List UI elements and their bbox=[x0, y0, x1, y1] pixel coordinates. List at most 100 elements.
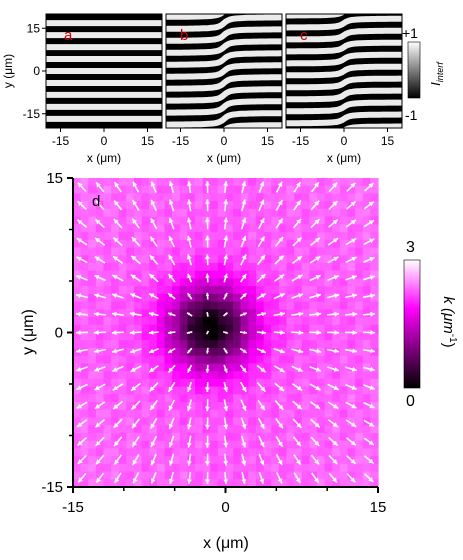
wavevector-arrow bbox=[328, 436, 339, 447]
heatmap-cell bbox=[217, 324, 227, 334]
heatmap-cell bbox=[271, 471, 280, 480]
wavevector-arrow bbox=[275, 199, 283, 211]
colorbar-interference-gradient bbox=[407, 41, 421, 99]
colorbar-k-title-sup: -1 bbox=[447, 334, 458, 343]
heatmap-cell bbox=[187, 216, 196, 225]
arrow-head bbox=[296, 441, 301, 447]
heatmap-cell bbox=[210, 402, 219, 411]
heatmap-cell bbox=[263, 355, 272, 364]
heatmap-cell bbox=[278, 278, 288, 287]
heatmap-cell bbox=[332, 286, 341, 295]
heatmap-cell bbox=[278, 247, 288, 256]
heatmap-cell bbox=[134, 440, 143, 449]
heatmap-cell bbox=[225, 409, 234, 419]
wavevector-arrow bbox=[273, 311, 286, 317]
wavevector-arrow bbox=[222, 311, 229, 317]
heatmap-cell bbox=[256, 247, 265, 256]
heatmap-cell bbox=[179, 332, 188, 341]
arrow-head bbox=[369, 238, 375, 244]
heatmap-cell bbox=[370, 216, 379, 225]
heatmap-cell bbox=[134, 208, 143, 218]
heatmap-cell bbox=[240, 417, 249, 426]
heatmap-cell bbox=[240, 432, 249, 442]
heatmap-cell bbox=[149, 417, 158, 426]
heatmap-cell bbox=[263, 371, 272, 380]
heatmap-cell bbox=[263, 278, 272, 287]
heatmap-cell bbox=[248, 417, 257, 426]
heatmap-cell bbox=[80, 208, 89, 218]
arrow-head bbox=[224, 293, 228, 297]
heatmap-cell bbox=[339, 201, 349, 210]
heatmap-cell bbox=[294, 201, 303, 210]
wavevector-arrow bbox=[149, 399, 158, 411]
wavevector-arrow bbox=[75, 330, 89, 335]
heatmap-cell bbox=[248, 347, 257, 357]
heatmap-cell bbox=[118, 208, 127, 218]
heatmap-cell bbox=[111, 417, 120, 426]
wavevector-arrow bbox=[186, 347, 193, 354]
heatmap-cell bbox=[202, 363, 211, 372]
arrow-head bbox=[368, 183, 374, 188]
heatmap-cell bbox=[134, 340, 143, 349]
heatmap-cell bbox=[172, 378, 181, 388]
heatmap-cell bbox=[225, 479, 234, 488]
heatmap-cell bbox=[103, 432, 112, 442]
heatmap-cell bbox=[103, 332, 112, 341]
heatmap-cell bbox=[286, 363, 295, 372]
wavevector-arrow bbox=[168, 217, 175, 230]
heatmap-cell bbox=[103, 402, 112, 411]
heatmap-cell bbox=[156, 193, 166, 202]
heatmap-cell bbox=[118, 355, 127, 364]
arrow-head bbox=[296, 256, 302, 261]
heatmap-cell bbox=[111, 386, 120, 395]
heatmap-cell bbox=[317, 432, 326, 442]
heatmap-cell bbox=[118, 417, 127, 426]
heatmap-cell bbox=[309, 425, 318, 434]
heatmap-cell bbox=[88, 262, 97, 272]
heatmap-cell bbox=[225, 371, 234, 380]
heatmap-cell bbox=[225, 456, 234, 465]
heatmap-cell bbox=[301, 394, 310, 403]
arrow-head bbox=[150, 404, 155, 410]
arrow-head bbox=[315, 367, 321, 372]
wavevector-arrow bbox=[292, 255, 303, 265]
heatmap-cell bbox=[118, 301, 127, 310]
heatmap-cell bbox=[95, 479, 105, 488]
heatmap-cell bbox=[301, 355, 310, 364]
arrow-head bbox=[205, 217, 210, 222]
heatmap-cell bbox=[134, 224, 143, 233]
wavevector-arrow bbox=[223, 399, 229, 412]
heatmap-cell bbox=[95, 239, 105, 249]
heatmap-cell bbox=[278, 355, 288, 364]
heatmap-cell bbox=[233, 386, 242, 395]
heatmap-cell bbox=[141, 409, 150, 419]
heatmap-cell bbox=[202, 355, 211, 364]
wavevector-arrow bbox=[241, 471, 247, 484]
heatmap-cell bbox=[210, 317, 219, 326]
arrow-head bbox=[149, 367, 155, 373]
colorbar-interference: +1 -1 Iinterf bbox=[402, 25, 445, 123]
heatmap-cell bbox=[309, 255, 318, 264]
heatmap-cell bbox=[309, 193, 318, 202]
fringe-line bbox=[286, 15, 402, 31]
arrow-head bbox=[370, 348, 375, 354]
heatmap-cell bbox=[317, 324, 326, 334]
heatmap-cell bbox=[271, 216, 280, 225]
heatmap-cell bbox=[233, 216, 242, 225]
heatmap-cell bbox=[240, 201, 249, 210]
arrow-head bbox=[296, 422, 302, 428]
heatmap-cell bbox=[111, 479, 120, 488]
arrow-head bbox=[315, 256, 321, 262]
heatmap-cell bbox=[332, 463, 341, 473]
heatmap-cell bbox=[370, 440, 379, 449]
arrow-head bbox=[223, 273, 228, 279]
heatmap-cell bbox=[271, 178, 280, 187]
heatmap-cell bbox=[355, 239, 364, 249]
heatmap-cell bbox=[164, 332, 173, 341]
heatmap-cell bbox=[355, 216, 364, 225]
heatmap-cell bbox=[149, 185, 158, 195]
arrow-head bbox=[186, 460, 192, 466]
heatmap-cell bbox=[362, 293, 371, 303]
heatmap-cell bbox=[278, 394, 288, 403]
arrow-head bbox=[297, 367, 303, 372]
